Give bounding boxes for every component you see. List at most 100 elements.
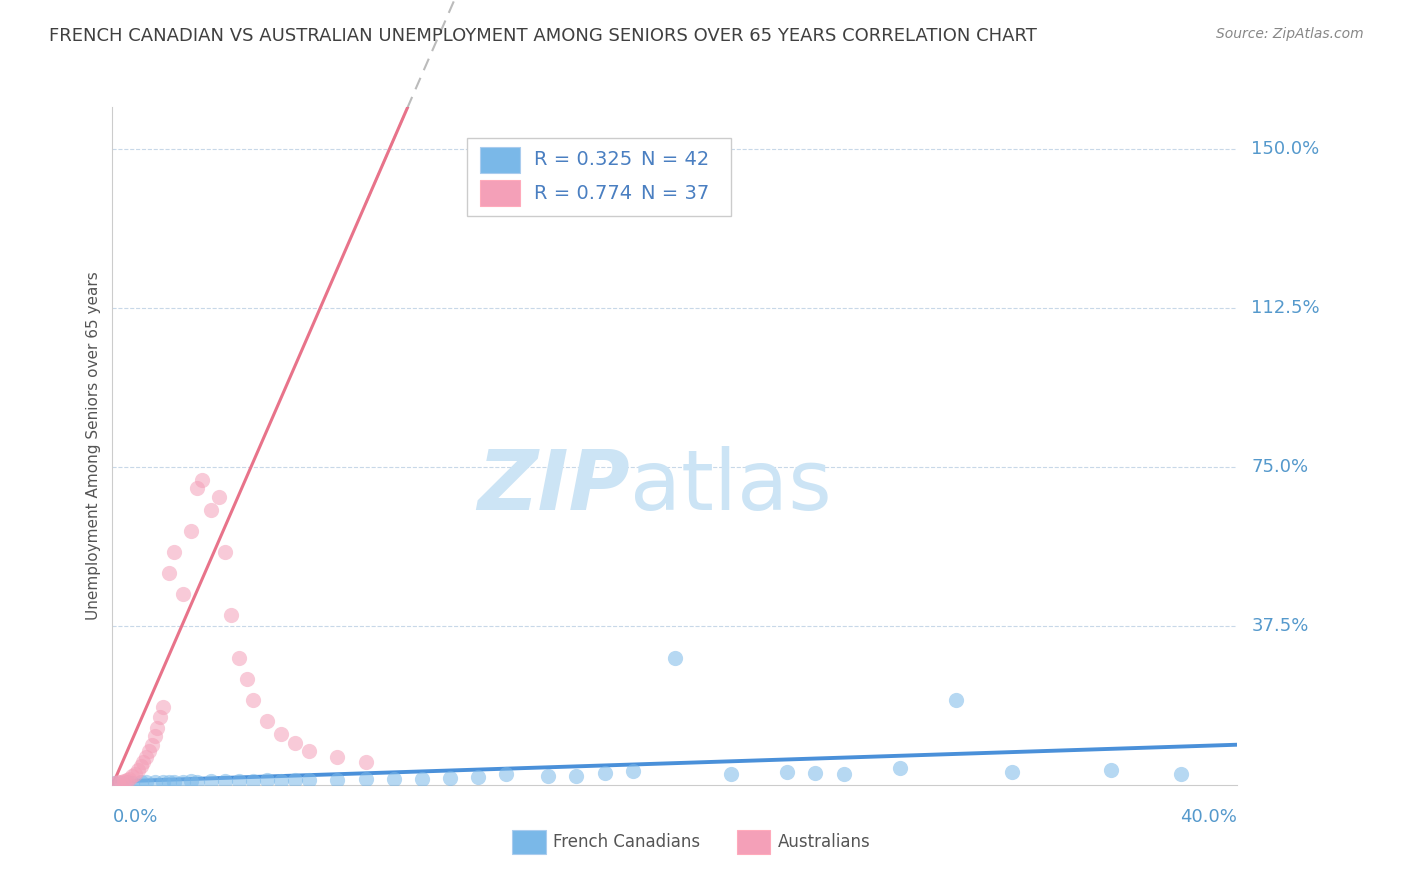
Point [141,738,163,752]
Point [326,750,349,764]
Point [127,763,149,777]
Point [124,767,146,781]
Point [152,699,174,714]
Point [163,775,186,789]
Point [326,772,349,787]
Text: Australians: Australians [779,833,872,851]
Text: FRENCH CANADIAN VS AUSTRALIAN UNEMPLOYMENT AMONG SENIORS OVER 65 YEARS CORRELATI: FRENCH CANADIAN VS AUSTRALIAN UNEMPLOYME… [49,27,1038,45]
Point [163,545,186,559]
Point [664,651,686,665]
Point [110,774,132,789]
Point [242,773,264,788]
Point [157,566,180,581]
Point [143,775,166,789]
Text: 75.0%: 75.0% [1251,458,1309,476]
Text: N = 42: N = 42 [641,151,710,169]
Point [214,773,236,788]
Point [236,672,259,686]
Point [1170,767,1192,781]
Text: 150.0%: 150.0% [1251,140,1320,159]
Point [135,775,157,789]
Bar [737,830,770,855]
Point [354,772,377,787]
Point [1099,763,1122,777]
Point [270,773,292,788]
Text: N = 37: N = 37 [641,184,710,202]
Point [157,774,180,789]
Point [186,774,208,789]
Text: French Canadians: French Canadians [554,833,700,851]
Text: ZIP: ZIP [477,446,630,527]
Point [1001,765,1024,780]
Point [200,502,222,516]
Point [121,776,143,790]
Point [621,764,644,779]
Point [172,774,194,789]
Text: Source: ZipAtlas.com: Source: ZipAtlas.com [1216,27,1364,41]
Point [129,759,152,773]
Point [467,770,489,784]
Point [180,524,202,538]
Point [110,776,132,790]
Point [115,772,138,787]
Point [152,775,174,789]
Point [214,545,236,559]
Point [135,750,157,764]
Point [115,775,138,789]
Point [270,727,292,741]
Point [132,755,155,769]
Point [121,769,143,784]
Point [439,771,461,785]
Point [200,774,222,789]
Point [143,729,166,743]
Point [186,482,208,496]
Text: 37.5%: 37.5% [1251,617,1309,635]
Text: 112.5%: 112.5% [1251,300,1320,318]
Point [284,735,307,749]
Point [146,721,169,735]
Text: R = 0.774: R = 0.774 [534,184,633,202]
Point [138,744,160,758]
Point [354,755,377,769]
Point [804,766,827,780]
Point [256,714,278,729]
Point [104,776,127,790]
Point [832,767,855,781]
FancyBboxPatch shape [467,137,731,216]
Point [889,761,911,775]
Point [256,773,278,788]
Point [129,775,152,789]
Point [228,774,250,789]
Point [298,744,321,758]
Point [180,774,202,789]
Point [208,490,231,504]
Point [720,767,742,781]
Point [149,710,172,724]
Point [118,772,141,786]
Point [593,766,616,780]
Bar [481,180,520,206]
Point [298,773,321,788]
Y-axis label: Unemployment Among Seniors over 65 years: Unemployment Among Seniors over 65 years [86,272,101,620]
Point [104,776,127,790]
Point [284,772,307,787]
Point [112,773,135,788]
Point [219,608,242,623]
Point [228,651,250,665]
Text: atlas: atlas [630,446,831,527]
Bar [481,147,520,173]
Text: 40.0%: 40.0% [1181,808,1237,826]
Point [172,587,194,601]
Text: R = 0.325: R = 0.325 [534,151,633,169]
Point [565,769,588,783]
Point [411,772,433,786]
Point [107,775,129,789]
Text: 0.0%: 0.0% [112,808,157,826]
Point [776,765,799,780]
Point [242,693,264,707]
Point [382,772,405,786]
Point [537,769,560,784]
Bar [512,830,546,855]
Point [495,767,517,781]
Point [945,693,967,707]
